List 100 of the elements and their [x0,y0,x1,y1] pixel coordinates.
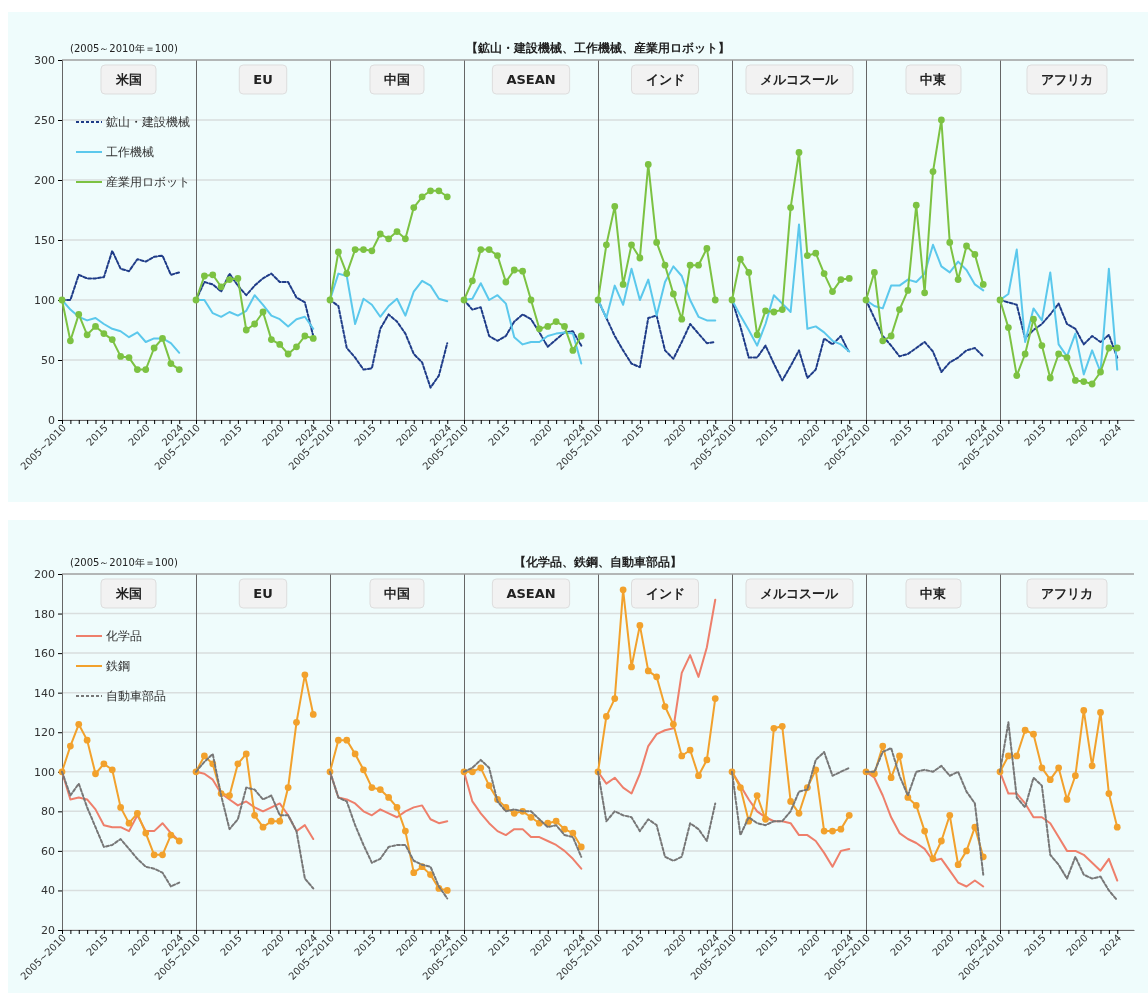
point [552,318,560,325]
point [477,246,485,253]
point [887,332,895,340]
point [921,289,929,297]
point [594,296,602,304]
y-tick-label: 120 [34,726,55,740]
point [443,887,451,894]
point [1080,378,1088,385]
point [552,817,560,825]
point [711,695,719,702]
point [276,817,284,825]
y-tick-label: 80 [41,805,55,819]
legend-label: 鉱山・建設機械 [106,115,190,129]
point [937,116,945,124]
point [937,837,945,845]
point [217,283,225,291]
point [653,673,661,681]
point [561,323,568,330]
point [1080,707,1088,714]
point [1038,342,1046,349]
point [753,331,761,339]
point [1013,372,1021,379]
point [795,149,803,156]
point [669,290,677,298]
y-tick-label: 150 [34,234,55,248]
point [301,332,309,340]
point [1021,350,1029,358]
point [276,341,284,348]
point [133,809,141,817]
y-tick-label: 200 [34,174,55,188]
point [602,713,610,720]
point [912,201,920,209]
y-tick-label: 160 [34,647,55,661]
point [711,296,719,304]
point [259,823,267,831]
text: アフリカ [1041,72,1093,87]
point [837,825,845,833]
point [837,276,845,283]
text: アフリカ [1041,586,1093,601]
y-tick-label: 100 [34,294,55,308]
text: 中東 [920,586,947,601]
text: インド [645,72,685,87]
point [468,768,476,776]
point [661,703,669,710]
point [929,168,937,175]
point [175,366,183,373]
point [150,344,158,352]
point [159,851,166,859]
point [309,711,317,718]
point [862,296,870,304]
point [1055,350,1063,358]
point [996,296,1004,304]
point [1038,764,1046,772]
point [736,784,744,791]
point [820,270,828,277]
point [1063,796,1071,803]
point [527,813,535,821]
point [351,246,359,253]
point [125,819,133,827]
point [108,766,116,774]
point [393,228,401,235]
point [443,193,451,201]
point [1004,324,1012,331]
text: 米国 [115,72,142,87]
point [904,287,912,294]
text: (2005～2010年＝100) [70,43,178,54]
point [1055,764,1063,772]
point [762,815,769,823]
point [602,241,610,249]
text: EU [253,586,273,601]
point [845,275,853,282]
point [770,308,778,316]
point [829,288,836,295]
point [92,770,99,778]
point [703,245,711,252]
point [787,204,795,211]
y-tick-label: 50 [41,354,55,368]
text: 【鉱山・建設機械、工作機械、産業用ロボット】 [466,41,730,55]
point [1046,776,1054,784]
point [435,187,443,195]
point [946,811,954,819]
point [242,326,250,334]
point [577,843,585,851]
point [83,736,91,744]
point [427,187,434,195]
point [242,750,250,758]
point [879,742,887,750]
point [1030,315,1037,323]
point [736,255,744,263]
point [293,343,300,351]
point [820,827,828,835]
point [1021,726,1029,734]
point [669,720,677,728]
point [829,827,836,835]
point [795,809,803,817]
point [267,336,275,343]
point [1097,368,1104,376]
point [695,772,702,780]
point [494,252,501,259]
y-tick-label: 180 [34,607,55,621]
